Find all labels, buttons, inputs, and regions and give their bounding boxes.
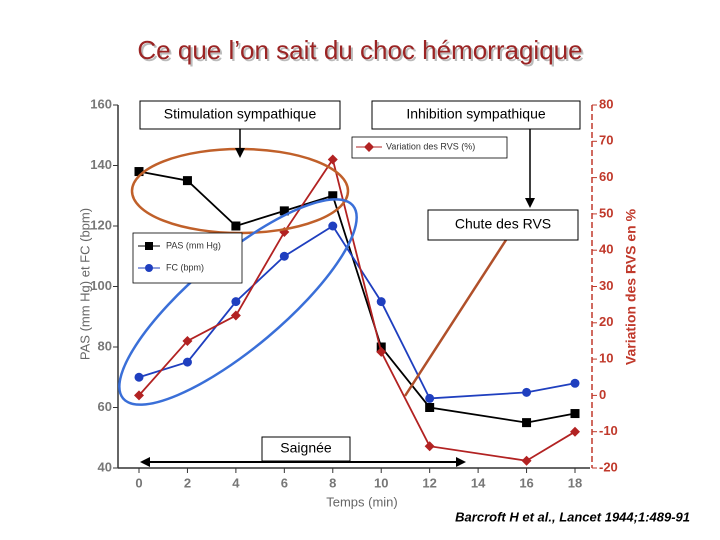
legend-marker — [364, 142, 374, 152]
x-tick-label: 16 — [519, 475, 533, 490]
data-point — [231, 297, 241, 307]
x-tick-label: 18 — [568, 475, 582, 490]
data-point — [134, 372, 144, 382]
plot: 406080100120140160-20-100102030405060708… — [90, 96, 618, 490]
y-tick-label: 140 — [90, 157, 112, 172]
data-point — [182, 335, 193, 346]
data-point — [134, 167, 144, 177]
data-point — [570, 426, 580, 437]
annotation: Stimulation sympathique — [164, 106, 317, 122]
data-point — [424, 441, 435, 452]
y2-tick-label: 40 — [599, 242, 613, 257]
x-tick-label: 14 — [471, 475, 486, 490]
y-tick-label: 40 — [98, 459, 112, 474]
y2-tick-label: 10 — [599, 351, 613, 366]
data-point — [570, 409, 580, 419]
source: Barcroft H et al., Lancet 1944;1:489-91 — [455, 509, 690, 524]
y2-axis-label: Variation des RVS en % — [623, 208, 639, 365]
data-point — [522, 418, 532, 428]
chart-title: Ce que l’on sait du choc hémorragique — [137, 35, 582, 65]
legend-entry: FC (bpm) — [166, 262, 204, 272]
y2-tick-label: 80 — [599, 96, 613, 111]
x-tick-label: 2 — [184, 475, 191, 490]
annotation: Saignée — [280, 440, 332, 456]
data-point — [231, 221, 241, 231]
annotation-box — [371, 100, 581, 130]
legend-entry: PAS (mm Hg) — [166, 240, 221, 250]
legend-entry: Variation des RVS (%) — [386, 141, 475, 151]
data-point — [328, 191, 338, 201]
legend-marker — [145, 264, 153, 272]
annotation-box — [139, 100, 341, 130]
y-axis-label: PAS (mm Hg) et FC (bpm) — [77, 208, 92, 360]
series-line — [138, 157, 576, 462]
data-point — [327, 154, 338, 165]
data-point — [182, 176, 192, 186]
data-point — [425, 393, 435, 403]
annotation: Inhibition sympathique — [406, 106, 546, 122]
y2-tick-label: -10 — [599, 423, 618, 438]
y2-tick-label: 0 — [599, 387, 606, 402]
x-tick-label: 10 — [374, 475, 388, 490]
data-point — [522, 387, 532, 397]
y-tick-label: 160 — [90, 96, 112, 111]
data-point — [425, 403, 435, 412]
data-point — [570, 378, 580, 388]
data-point — [134, 390, 144, 401]
x-tick-label: 6 — [281, 475, 288, 490]
data-point — [521, 455, 532, 466]
y2-tick-label: 30 — [599, 278, 613, 293]
y2-tick-label: 20 — [599, 314, 613, 329]
annotation: Chute des RVS — [455, 216, 551, 232]
x-tick-label: 12 — [422, 475, 436, 490]
data-point — [182, 357, 192, 367]
data-point — [376, 297, 386, 307]
x-tick-label: 0 — [135, 475, 142, 490]
legend-box — [351, 136, 508, 159]
y-tick-label: 100 — [90, 278, 112, 293]
title-shadow: Ce que l’on sait du choc hémorragique — [139, 37, 584, 67]
y-tick-label: 60 — [98, 399, 112, 414]
y2-tick-label: 70 — [599, 133, 613, 148]
data-point — [230, 310, 241, 321]
legend-marker — [145, 242, 153, 250]
y2-tick-label: 50 — [599, 205, 613, 220]
highlight-ellipse — [130, 147, 350, 235]
y-tick-label: 120 — [90, 217, 112, 232]
data-point — [376, 346, 387, 357]
data-point — [328, 221, 338, 231]
y2-tick-label: 60 — [599, 169, 613, 184]
x-tick-label: 4 — [232, 475, 240, 490]
y-tick-label: 80 — [98, 338, 112, 353]
y2-tick-label: -20 — [599, 459, 618, 474]
legend-box — [132, 232, 243, 284]
data-point — [279, 206, 289, 216]
annotation-box — [427, 209, 579, 241]
data-point — [279, 251, 289, 261]
x-axis-label: Temps (min) — [326, 494, 398, 509]
pointer-line — [403, 239, 508, 397]
series-line — [138, 170, 576, 424]
x-tick-label: 8 — [329, 475, 336, 490]
